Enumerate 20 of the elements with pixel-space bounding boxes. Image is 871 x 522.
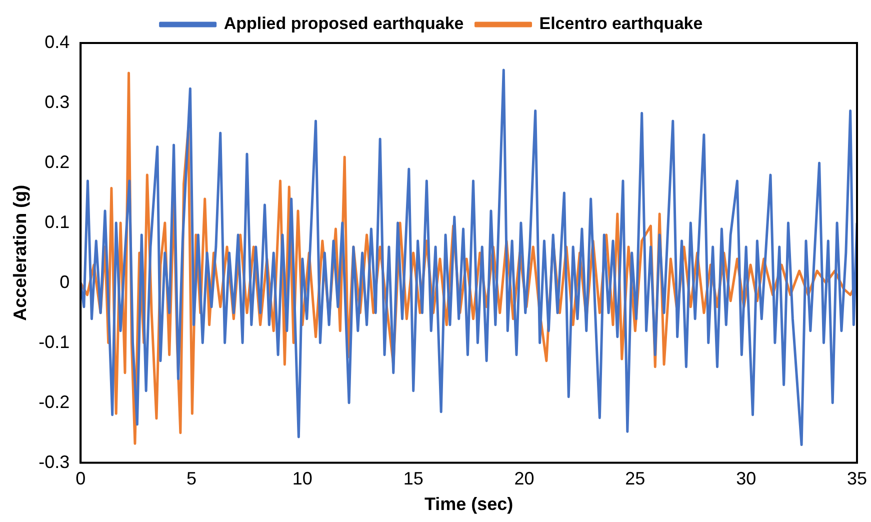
x-tick-label: 30	[736, 468, 756, 489]
x-tick-label: 10	[292, 468, 312, 489]
x-tick-label: 25	[625, 468, 646, 489]
x-tick-label: 35	[846, 468, 868, 489]
x-tick-label: 5	[186, 468, 197, 489]
x-tick-label: 15	[403, 468, 424, 489]
legend-label: Elcentro earthquake	[539, 14, 703, 34]
y-tick-label: 0.3	[44, 92, 70, 112]
y-tick-label: 0	[60, 272, 70, 292]
y-axis-title: Acceleration (g)	[10, 184, 30, 321]
legend-label: Applied proposed earthquake	[224, 14, 464, 34]
y-tick-label: -0.1	[38, 332, 70, 352]
y-tick-label: -0.2	[38, 392, 70, 412]
x-axis-title: Time (sec)	[424, 494, 514, 514]
y-tick-label: 0.2	[44, 152, 70, 172]
y-tick-label: 0.1	[44, 212, 70, 232]
y-tick-label: 0.4	[44, 32, 70, 52]
x-tick-label: 20	[514, 468, 534, 489]
x-tick-label: 0	[76, 468, 86, 489]
y-tick-label: -0.3	[38, 452, 70, 472]
